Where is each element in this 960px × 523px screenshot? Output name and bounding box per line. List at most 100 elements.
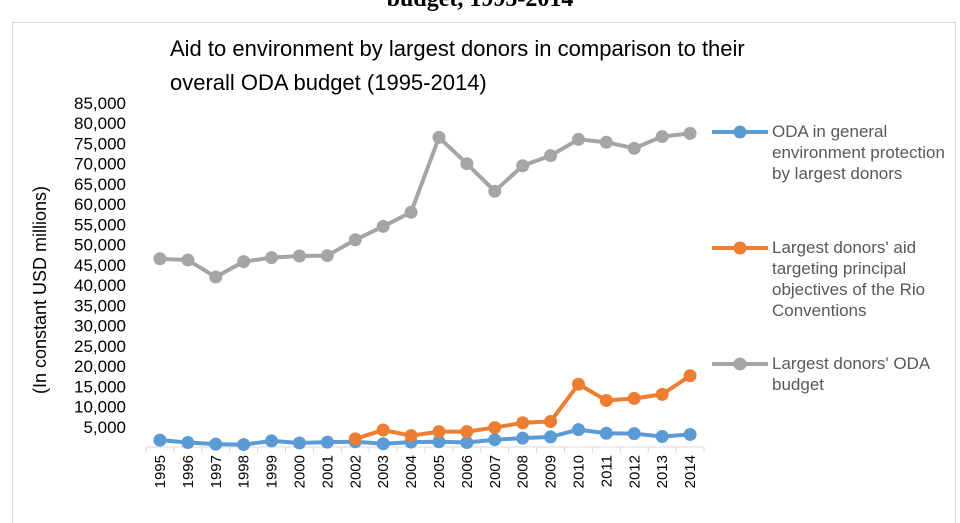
series-marker xyxy=(292,249,306,263)
series-marker xyxy=(348,233,362,247)
legend-entry: ODA in general environment protection by… xyxy=(772,122,945,183)
y-tick-label: 10,000 xyxy=(74,398,126,417)
y-tick-label: 35,000 xyxy=(74,296,126,315)
series-marker xyxy=(348,432,362,446)
y-tick-label: 15,000 xyxy=(74,377,126,396)
x-tick-label: 2002 xyxy=(347,455,364,488)
legend-entry: Largest donors' ODA budget xyxy=(772,354,930,394)
series-marker xyxy=(571,377,585,391)
series-line xyxy=(159,131,691,280)
series-marker xyxy=(488,421,502,435)
series-marker xyxy=(320,249,334,263)
series-marker xyxy=(683,126,697,140)
x-tick-label: 2010 xyxy=(570,455,587,488)
y-tick-label: 85,000 xyxy=(74,94,126,113)
y-tick-label: 30,000 xyxy=(74,317,126,336)
series-marker xyxy=(432,130,446,144)
chart-title: Aid to environment by largest donors in … xyxy=(170,36,745,95)
y-tick-label: 50,000 xyxy=(74,236,126,255)
series-marker xyxy=(292,436,306,450)
series-marker xyxy=(209,270,223,284)
series-marker xyxy=(544,415,558,429)
series-marker xyxy=(460,157,474,171)
legend-marker xyxy=(733,125,747,139)
series-marker xyxy=(460,425,474,439)
series-marker xyxy=(153,433,167,447)
legend-marker xyxy=(733,241,747,255)
series-marker xyxy=(432,435,446,449)
x-tick-label: 2007 xyxy=(487,455,504,488)
heading: budget, 1995-2014 xyxy=(0,0,960,13)
chart-frame xyxy=(12,22,956,523)
series-marker xyxy=(181,436,195,450)
series-marker xyxy=(627,141,641,155)
series-marker xyxy=(237,438,251,452)
x-tick-label: 2001 xyxy=(319,455,336,488)
x-tick-label: 2009 xyxy=(543,455,560,488)
series-marker xyxy=(320,435,334,449)
series-marker xyxy=(488,184,502,198)
series-marker xyxy=(209,437,223,451)
y-tick-label: 55,000 xyxy=(74,215,126,234)
x-tick-label: 2008 xyxy=(515,455,532,488)
series-marker xyxy=(376,423,390,437)
y-tick-label: 70,000 xyxy=(74,155,126,174)
y-tick-label: 65,000 xyxy=(74,175,126,194)
y-tick-label: 20,000 xyxy=(74,357,126,376)
series-marker xyxy=(488,433,502,447)
series-marker xyxy=(599,426,613,440)
x-tick-label: 2006 xyxy=(459,455,476,488)
series-marker xyxy=(153,252,167,266)
y-tick-label: 60,000 xyxy=(74,195,126,214)
series-marker xyxy=(432,425,446,439)
legend-entry: Largest donors' aid targeting principal … xyxy=(772,238,926,320)
x-tick-label: 2013 xyxy=(654,455,671,488)
y-axis-label: (In constant USD millions) xyxy=(30,186,50,394)
series-marker xyxy=(627,391,641,405)
y-tick-label: 80,000 xyxy=(74,114,126,133)
series-marker xyxy=(516,431,530,445)
series-marker xyxy=(265,251,279,265)
x-tick-label: 2004 xyxy=(403,455,420,488)
y-tick-label: 25,000 xyxy=(74,337,126,356)
x-tick-label: 1999 xyxy=(264,455,281,488)
title-box: Aid to environment by largest donors in … xyxy=(170,36,745,95)
series-marker xyxy=(404,429,418,443)
series-marker xyxy=(571,132,585,146)
y-tick-label: 75,000 xyxy=(74,134,126,153)
series-marker xyxy=(460,436,474,450)
x-tick-label: 2000 xyxy=(291,455,308,488)
series-marker xyxy=(376,437,390,451)
x-tick-label: 2005 xyxy=(431,455,448,488)
series-marker xyxy=(544,149,558,163)
series-marker xyxy=(516,159,530,173)
y-tick-label: 5,000 xyxy=(83,418,126,437)
x-tick-label: 2011 xyxy=(598,455,615,487)
series-marker xyxy=(627,427,641,441)
series-marker xyxy=(404,205,418,219)
x-tick-label: 2003 xyxy=(375,455,392,488)
series-marker xyxy=(683,369,697,383)
x-tick-label: 1996 xyxy=(180,455,197,488)
series-marker xyxy=(516,416,530,430)
x-tick-label: 2014 xyxy=(682,455,699,488)
x-tick-label: 1998 xyxy=(236,455,253,488)
x-tick-label: 2012 xyxy=(626,455,643,488)
series-marker xyxy=(599,135,613,149)
series-marker xyxy=(655,130,669,144)
series-marker xyxy=(376,219,390,233)
series-marker xyxy=(544,430,558,444)
series-marker xyxy=(237,255,251,269)
x-tick-label: 1995 xyxy=(152,455,169,488)
x-tick-label: 1997 xyxy=(208,455,225,488)
y-tick-label: 45,000 xyxy=(74,256,126,275)
series-marker xyxy=(571,423,585,437)
legend-marker xyxy=(733,357,747,371)
series-marker xyxy=(265,434,279,448)
series-marker xyxy=(181,253,195,267)
series-marker xyxy=(599,393,613,407)
y-tick-label: 40,000 xyxy=(74,276,126,295)
series-marker xyxy=(655,387,669,401)
